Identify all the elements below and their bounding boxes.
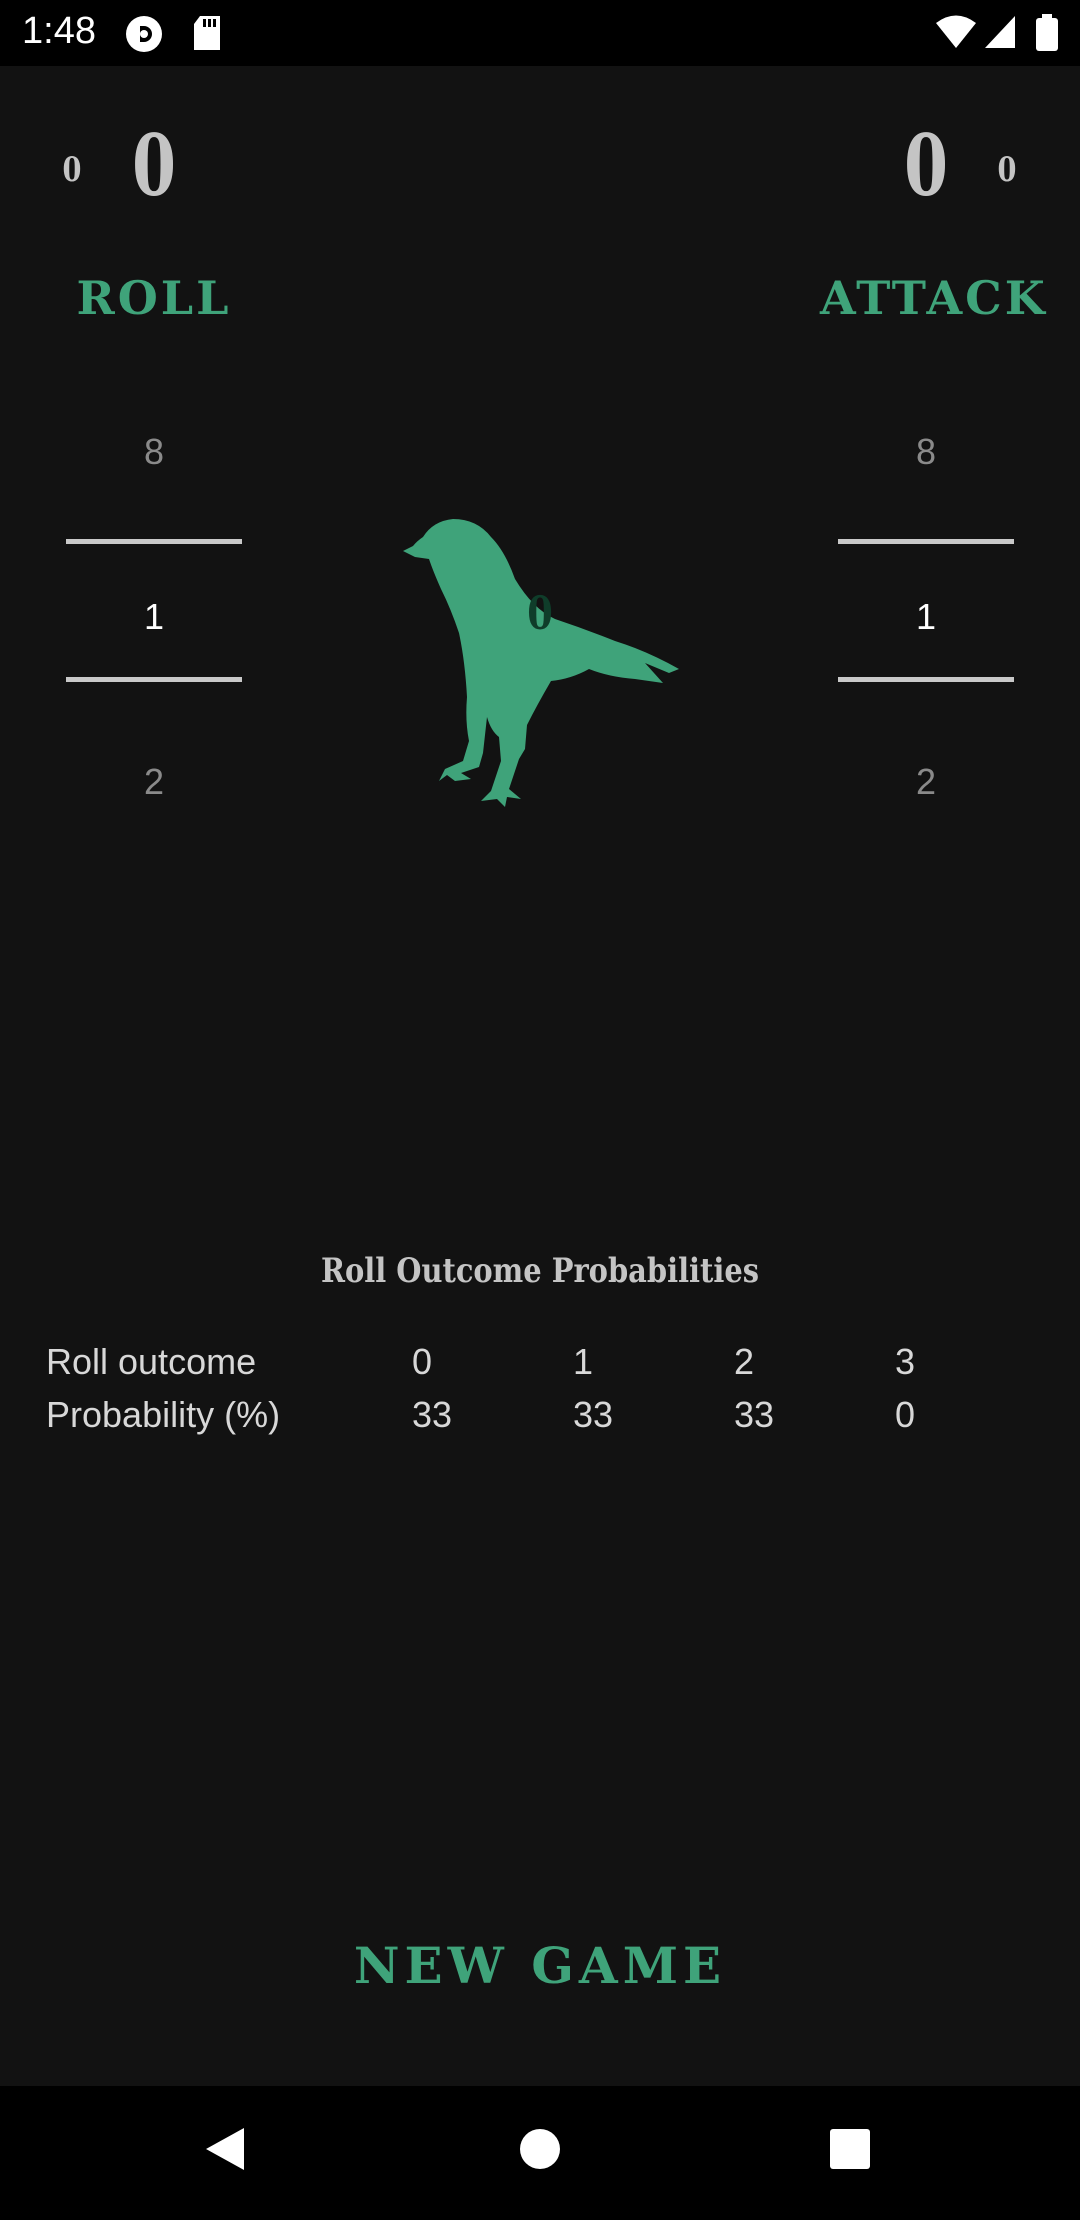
left-picker-divider-bottom xyxy=(66,677,242,682)
battery-icon xyxy=(1036,14,1058,51)
navigation-bar xyxy=(0,2086,1080,2220)
left-picker-above[interactable]: 8 xyxy=(143,431,165,472)
table-cell: 33 xyxy=(412,1394,453,1435)
right-picker-divider-bottom xyxy=(838,677,1014,682)
table-cell: 33 xyxy=(734,1394,775,1435)
home-icon[interactable] xyxy=(518,2124,562,2174)
table-cell: 1 xyxy=(573,1341,594,1382)
new-game-button[interactable]: NEW GAME xyxy=(353,1936,727,1995)
row-header-roll-outcome: Roll outcome xyxy=(46,1341,257,1382)
back-icon[interactable] xyxy=(200,2124,250,2174)
right-picker-below[interactable]: 2 xyxy=(915,761,937,802)
left-number-picker[interactable]: 8 1 2 xyxy=(64,431,244,851)
left-small-score: 0 xyxy=(62,150,82,190)
right-picker-selected[interactable]: 1 xyxy=(915,596,937,637)
roll-button[interactable]: ROLL xyxy=(76,271,232,325)
status-bar: 1:48 xyxy=(0,0,1080,66)
left-picker-selected[interactable]: 1 xyxy=(143,596,165,637)
table-row-roll-outcome: Roll outcome 0 1 2 3 xyxy=(46,1341,1046,1391)
right-number-picker[interactable]: 8 1 2 xyxy=(836,431,1016,851)
table-cell: 3 xyxy=(895,1341,916,1382)
table-cell: 33 xyxy=(573,1394,614,1435)
status-time: 1:48 xyxy=(22,10,96,52)
probabilities-title: Roll Outcome Probabilities xyxy=(320,1251,760,1291)
crow-icon[interactable] xyxy=(395,491,685,811)
crow-value: 0 xyxy=(527,586,553,640)
left-picker-divider-top xyxy=(66,539,242,544)
table-row-probability: Probability (%) 33 33 33 0 xyxy=(46,1394,1046,1444)
table-cell: 2 xyxy=(734,1341,755,1382)
right-small-score: 0 xyxy=(997,150,1017,190)
pocket-casts-icon xyxy=(126,16,162,52)
right-picker-above[interactable]: 8 xyxy=(915,431,937,472)
sd-card-icon xyxy=(194,16,220,50)
attack-button[interactable]: ATTACK xyxy=(820,271,1048,325)
table-cell: 0 xyxy=(412,1341,433,1382)
wifi-icon xyxy=(936,15,976,48)
app-content: 0 0 ROLL 8 1 2 0 0 ATTACK 8 1 2 0 Roll O… xyxy=(0,66,1080,2086)
recents-icon[interactable] xyxy=(828,2124,872,2174)
right-picker-divider-top xyxy=(838,539,1014,544)
left-big-score: 0 xyxy=(132,116,176,215)
row-header-probability: Probability (%) xyxy=(46,1394,281,1435)
table-cell: 0 xyxy=(895,1394,916,1435)
signal-icon xyxy=(985,16,1015,48)
left-picker-below[interactable]: 2 xyxy=(143,761,165,802)
right-big-score: 0 xyxy=(904,116,948,215)
